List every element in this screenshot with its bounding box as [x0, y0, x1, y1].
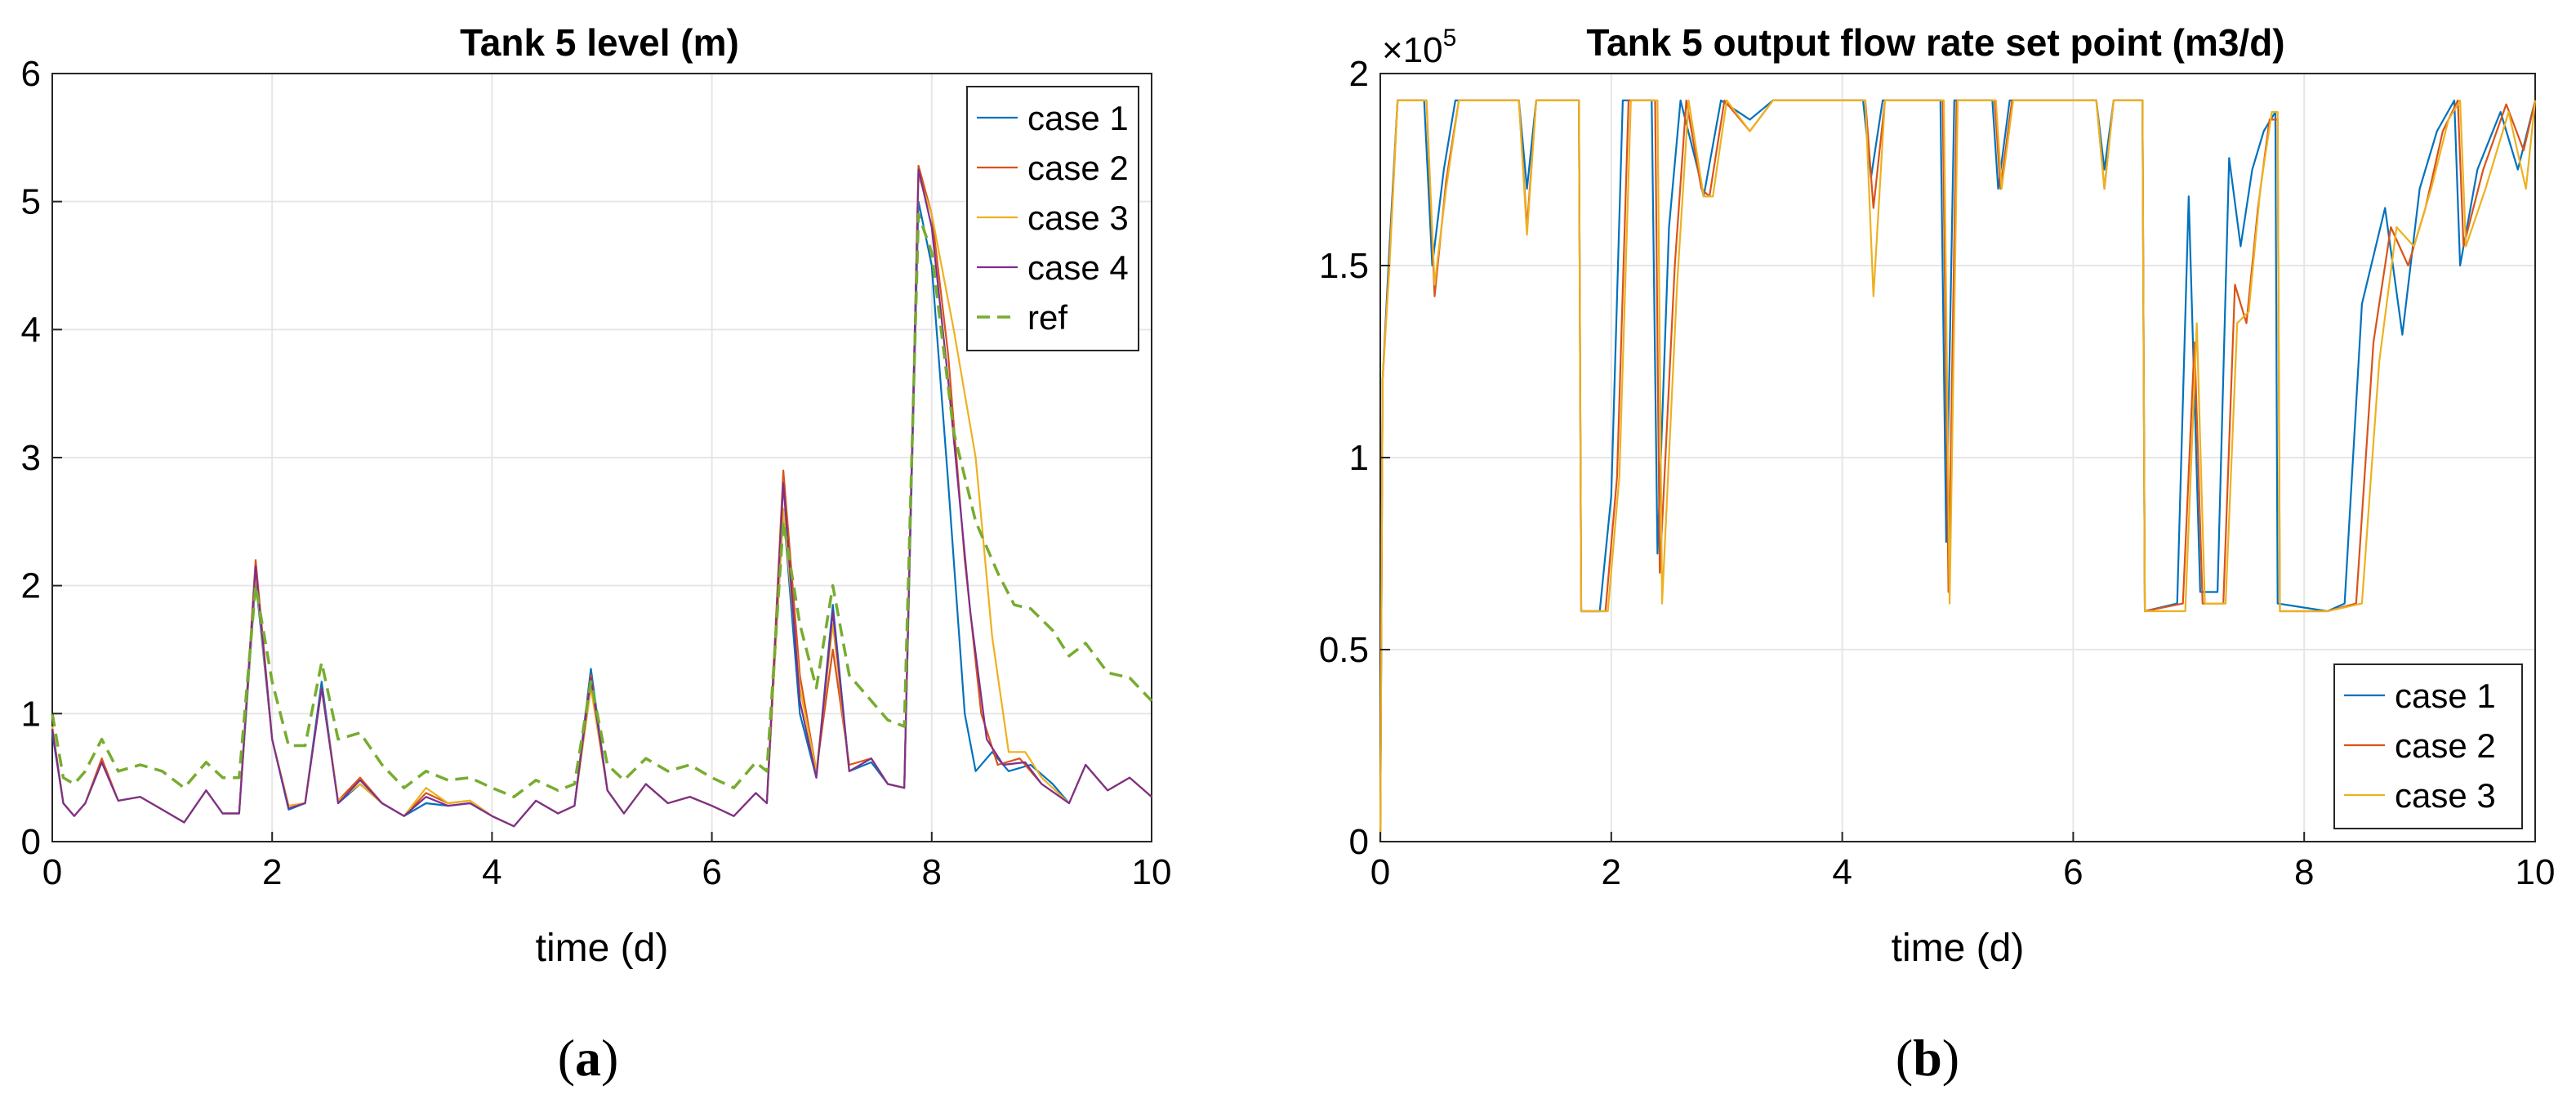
chart-b-series	[1379, 99, 2537, 842]
x-tick-label: 8	[2294, 852, 2314, 892]
legend-box	[966, 86, 1139, 351]
x-tick-label: 4	[482, 852, 501, 892]
legend-label: case 1	[1027, 99, 1129, 137]
legend-label: ref	[1027, 298, 1067, 337]
legend-label: case 2	[2395, 726, 2496, 765]
chart-b-ticks: 0 2 4 6 8 10 0 0.5 1 1.5 2	[1319, 54, 2556, 892]
legend-label: case 3	[2395, 776, 2496, 815]
y-tick-label: 5	[21, 182, 41, 222]
y-tick-label: 2	[1349, 54, 1369, 94]
x-tick-label: 10	[2516, 852, 2556, 892]
x-tick-label: 0	[1370, 852, 1390, 892]
chart-panel-b: Tank 5 output flow rate set point (m3/d)…	[1319, 21, 2556, 1087]
y-tick-label: 6	[21, 54, 41, 94]
chart-a-xlabel: time (d)	[536, 927, 669, 970]
series-line-case-3	[1379, 99, 2537, 842]
y-tick-label: 1	[1349, 438, 1369, 478]
legend-label: case 3	[1027, 199, 1129, 237]
y-tick-label: 3	[21, 438, 41, 478]
legend-label: case 2	[1027, 149, 1129, 187]
chart-b-exponent-power: 5	[1443, 25, 1457, 51]
panel-label-b: (b)	[1896, 1029, 1959, 1087]
chart-panel-a: Tank 5 level (m) 0 2 4 6 8 10 0 1 2 3 4 5 6 time (d)…	[21, 21, 1172, 1087]
y-tick-label: 0	[1349, 822, 1369, 862]
y-tick-label: 1	[21, 694, 41, 734]
chart-a-ticks: 0 2 4 6 8 10 0 1 2 3 4 5 6	[21, 54, 1172, 892]
chart-b-xlabel: time (d)	[1892, 927, 2025, 970]
x-tick-label: 10	[1132, 852, 1172, 892]
legend-label: case 4	[1027, 248, 1129, 287]
legend-box	[2333, 663, 2523, 829]
x-tick-label: 2	[1602, 852, 1621, 892]
y-tick-label: 0	[21, 822, 41, 862]
legend-label: case 1	[2395, 677, 2496, 715]
y-tick-label: 0.5	[1319, 630, 1369, 670]
chart-a-title: Tank 5 level (m)	[460, 21, 739, 64]
series-line-ref	[51, 212, 1153, 798]
chart-b-exponent: ×105	[1382, 25, 1456, 70]
x-tick-label: 4	[1832, 852, 1852, 892]
x-tick-label: 2	[262, 852, 282, 892]
chart-b-legend: case 1 case 2 case 3	[2333, 663, 2523, 829]
y-tick-label: 2	[21, 566, 41, 606]
chart-a-legend: case 1 case 2 case 3 case 4 ref	[966, 86, 1139, 351]
x-tick-label: 8	[922, 852, 942, 892]
chart-b-exponent-base: ×10	[1382, 30, 1443, 70]
chart-b-title: Tank 5 output flow rate set point (m3/d)	[1586, 21, 2284, 64]
y-tick-label: 4	[21, 310, 41, 350]
chart-a-series	[51, 164, 1153, 828]
x-tick-label: 6	[702, 852, 721, 892]
panel-label-a: (a)	[558, 1029, 619, 1087]
x-tick-label: 0	[42, 852, 62, 892]
y-tick-label: 1.5	[1319, 246, 1369, 286]
x-tick-label: 6	[2063, 852, 2083, 892]
